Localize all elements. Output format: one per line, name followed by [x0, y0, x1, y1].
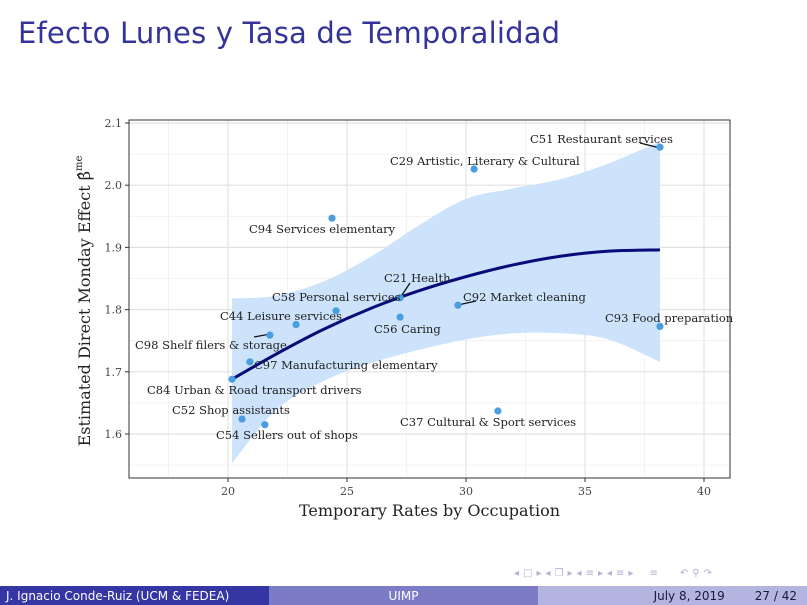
data-point	[454, 301, 462, 309]
footer-date: July 8, 2019	[653, 588, 725, 603]
data-point	[656, 322, 664, 330]
footer-date-page: July 8, 2019 27 / 42	[538, 586, 807, 605]
fit-curve	[231, 248, 661, 381]
axes: 20 25 30 35 40 1.6 1.7 1.8 1.9 2.0 2.1	[105, 117, 712, 498]
nav-prev-subsection-icon[interactable]: ◂	[607, 567, 613, 579]
slide-footer: J. Ignacio Conde-Ruiz (UCM & FEDEA) UIMP…	[0, 586, 807, 605]
y-tick-label: 1.6	[105, 428, 123, 441]
data-point	[238, 415, 246, 423]
data-point	[332, 307, 340, 315]
nav-back-icon[interactable]: ↶	[679, 567, 689, 579]
data-point	[228, 375, 236, 383]
nav-prev-frame-icon[interactable]: ◂	[514, 567, 520, 579]
footer-page-number: 27 / 42	[754, 588, 797, 603]
point-label: C44 Leisure services	[220, 309, 342, 323]
x-axis-label: Temporary Rates by Occupation	[299, 501, 560, 520]
y-tick-label: 1.9	[105, 241, 123, 254]
nav-toc-icon[interactable]: ≡	[649, 567, 658, 579]
nav-section-icon[interactable]: ≡	[585, 567, 594, 579]
nav-forward-icon[interactable]: ↷	[703, 567, 712, 579]
point-label: C37 Cultural & Sport services	[400, 415, 576, 429]
x-tick-label: 20	[221, 485, 235, 498]
data-point	[396, 313, 404, 321]
x-tick-label: 35	[578, 485, 592, 498]
point-label: C21 Health	[384, 271, 451, 285]
scatter-chart: C51 Restaurant services C29 Artistic, Lit…	[74, 117, 734, 520]
nav-next-slide-icon[interactable]: ▸	[567, 567, 573, 579]
data-point	[261, 421, 269, 429]
x-tick-label: 25	[340, 485, 354, 498]
point-label: C54 Sellers out of shops	[216, 428, 358, 442]
nav-prev-slide-icon[interactable]: ◂	[545, 567, 551, 579]
point-label: C58 Personal services	[272, 290, 401, 304]
point-label: C52 Shop assistants	[172, 403, 290, 417]
nav-subsection-icon[interactable]: ≡	[616, 567, 625, 579]
data-point	[656, 143, 664, 151]
y-tick-label: 1.7	[105, 366, 123, 379]
point-label: C97 Manufacturing elementary	[254, 358, 438, 372]
point-label: C94 Services elementary	[249, 222, 396, 236]
plot-frame	[128, 119, 731, 479]
nav-prev-section-icon[interactable]: ◂	[576, 567, 582, 579]
point-label: C92 Market cleaning	[463, 290, 587, 304]
footer-venue: UIMP	[269, 586, 538, 605]
data-point	[494, 407, 502, 415]
data-points	[228, 143, 664, 429]
point-label: C98 Shelf filers & storage	[135, 338, 287, 352]
nav-next-subsection-icon[interactable]: ▸	[628, 567, 634, 579]
y-tick-label: 2.0	[105, 179, 123, 192]
nav-frame-icon[interactable]: □	[523, 567, 533, 579]
y-tick-label: 1.8	[105, 304, 123, 317]
data-point	[328, 214, 336, 222]
nav-slide-icon[interactable]: ❐	[554, 567, 564, 579]
data-point	[396, 294, 404, 302]
nav-next-section-icon[interactable]: ▸	[597, 567, 603, 579]
y-tick-label: 2.1	[105, 117, 123, 130]
point-label: C93 Food preparation	[605, 311, 734, 325]
point-label: C29 Artistic, Literary & Cultural	[390, 154, 580, 168]
point-label: C56 Caring	[374, 322, 441, 336]
point-label: C84 Urban & Road transport drivers	[147, 383, 362, 397]
point-label: C51 Restaurant services	[530, 132, 673, 146]
data-point	[470, 165, 478, 173]
x-tick-label: 30	[459, 485, 473, 498]
slide-title: Efecto Lunes y Tasa de Temporalidad	[18, 16, 561, 50]
data-point	[246, 358, 254, 366]
data-point	[266, 331, 274, 339]
data-point	[292, 320, 300, 329]
point-labels: C51 Restaurant services C29 Artistic, Lit…	[135, 132, 734, 442]
x-tick-label: 40	[697, 485, 711, 498]
y-axis-label: Estimated Direct Monday Effect β̂me	[74, 156, 94, 447]
footer-author: J. Ignacio Conde-Ruiz (UCM & FEDEA)	[0, 586, 269, 605]
nav-next-frame-icon[interactable]: ▸	[536, 567, 542, 579]
nav-search-icon[interactable]: ⚲	[692, 567, 700, 579]
confidence-band	[232, 141, 660, 464]
beamer-navigation-bar: ◂ □ ▸ ◂ ❐ ▸ ◂ ≡ ▸ ◂ ≡ ▸ ≡ ↶ ⚲ ↷	[514, 566, 804, 580]
